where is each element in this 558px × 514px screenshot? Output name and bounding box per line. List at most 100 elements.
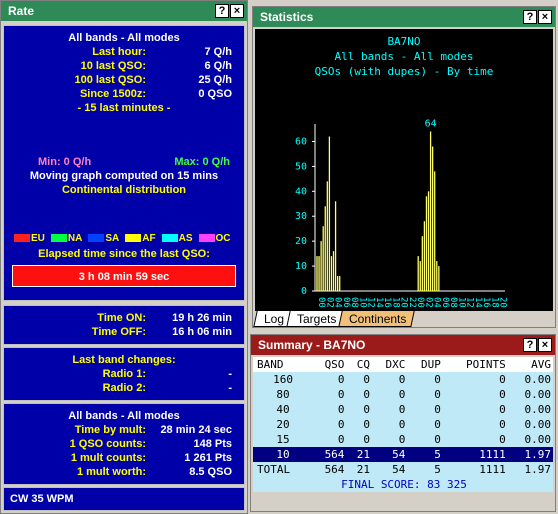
table-cell: 0 — [346, 417, 373, 432]
table-cell: DXC — [385, 358, 406, 371]
table-cell: 54 — [372, 447, 408, 462]
table-cell: 54 — [372, 462, 408, 477]
help-button[interactable]: ? — [523, 10, 537, 24]
statistics-tabs: Log Targets Continents — [253, 311, 416, 327]
table-cell: 0 — [372, 417, 408, 432]
table-cell: 0 — [311, 387, 347, 402]
y-tick-label: 40 — [295, 186, 307, 197]
statistics-titlebar[interactable]: Statistics ? × — [253, 7, 555, 27]
y-tick-label: 50 — [295, 161, 307, 172]
max-rate: Max: 0 Q/h — [174, 156, 230, 168]
mult-row-time: Time by mult: 28 min 24 sec — [74, 424, 232, 436]
chart-subtitle-2: QSOs (with dupes) - By time — [315, 65, 494, 78]
x-tick-label: 06 — [341, 297, 351, 308]
table-cell: 0 — [407, 402, 443, 417]
mult-row-mult: 1 mult counts: 1 261 Pts — [70, 452, 232, 464]
rate-graph-area — [4, 115, 244, 155]
table-cell: 0.00 — [507, 417, 553, 432]
table-cell: 21 — [346, 462, 373, 477]
final-score-row: FINAL SCORE: 83 325 — [253, 477, 553, 492]
table-row: 160 0 0 0 0 0 0.00 — [253, 372, 553, 387]
continental-label: Continental distribution — [61, 184, 187, 196]
table-cell: 21 — [346, 447, 373, 462]
table-cell: 564 — [311, 462, 347, 477]
table-cell: 0 — [442, 432, 508, 447]
close-button[interactable]: × — [230, 4, 244, 18]
band-changes-panel: Last band changes: Radio 1: - Radio 2: - — [3, 347, 245, 401]
moving-graph-label: Moving graph computed on 15 mins — [29, 170, 219, 182]
x-tick-label: 16 — [382, 297, 392, 308]
rate-row-last-hour: Last hour: 7 Q/h — [92, 46, 232, 58]
table-cell: 0 — [346, 402, 373, 417]
x-tick-label: 14 — [473, 297, 483, 308]
table-cell: CQ — [356, 358, 371, 371]
elapsed-time-box: 3 h 08 min 59 sec — [12, 265, 236, 287]
mult-row-qso: 1 QSO counts: 148 Pts — [69, 438, 232, 450]
mult-panel: All bands - All modes Time by mult: 28 m… — [3, 403, 245, 485]
table-cell: 0 — [372, 372, 408, 387]
rate-titlebar[interactable]: Rate ? × — [1, 1, 247, 21]
tab-continents[interactable]: Continents — [338, 311, 416, 327]
table-cell: TOTAL — [253, 462, 312, 477]
table-cell: 564 — [311, 447, 347, 462]
table-cell: 1111 — [442, 462, 508, 477]
table-row: 40 0 0 0 0 0 0.00 — [253, 402, 553, 417]
table-cell: 20 — [253, 417, 312, 432]
rate-row-10-last: 10 last QSO: 6 Q/h — [80, 60, 232, 72]
time-on-row: Time ON: 19 h 26 min — [97, 312, 232, 324]
continent-legend: EU NA SA AF AS OC — [4, 231, 244, 245]
table-cell: 0 — [442, 402, 508, 417]
table-row: 15 0 0 0 0 0 0.00 — [253, 432, 553, 447]
close-button[interactable]: × — [538, 338, 552, 352]
table-cell: DUP — [420, 358, 441, 371]
x-tick-label: 12 — [366, 297, 376, 308]
table-row: 80 0 0 0 0 0 0.00 — [253, 387, 553, 402]
table-cell: 0.00 — [507, 402, 553, 417]
table-cell: POINTS — [465, 358, 506, 371]
time-panel: Time ON: 19 h 26 min Time OFF: 16 h 06 m… — [3, 305, 245, 345]
y-tick-label: 10 — [295, 261, 307, 272]
table-cell: 0 — [372, 432, 408, 447]
rate-title: Rate — [8, 4, 35, 18]
statistics-title: Statistics — [260, 10, 314, 24]
table-cell: 1.97 — [507, 447, 553, 462]
legend-oc: OC — [198, 233, 231, 244]
rate-heading: All bands - All modes — [68, 32, 180, 44]
elapsed-label: Elapsed time since the last QSO: — [38, 248, 210, 260]
min-rate: Min: 0 Q/h — [38, 156, 92, 168]
table-cell: 0 — [407, 417, 443, 432]
rate-row-since: Since 1500z: 0 QSO — [79, 88, 232, 100]
table-cell: 0 — [372, 402, 408, 417]
legend-eu: EU — [14, 233, 45, 244]
y-tick-label: 20 — [295, 236, 307, 247]
table-cell: 0 — [346, 372, 373, 387]
legend-af: AF — [125, 233, 156, 244]
radio2-row: Radio 2: - — [102, 382, 232, 394]
y-tick-label: 0 — [301, 286, 307, 297]
x-tick-label: 02 — [423, 297, 433, 308]
table-cell: BAND — [257, 358, 284, 371]
table-cell: 0 — [407, 387, 443, 402]
x-tick-label: 20 — [399, 297, 409, 308]
statistics-canvas: BA7NO All bands - All modes QSOs (with d… — [255, 29, 553, 311]
legend-sa: SA — [88, 233, 119, 244]
table-cell: 80 — [253, 387, 312, 402]
table-cell: 0 — [311, 417, 347, 432]
x-tick-label: 16 — [481, 297, 491, 308]
radio1-row: Radio 1: - — [102, 368, 232, 380]
table-cell: AVG — [531, 358, 551, 371]
table-row: 20 0 0 0 0 0 0.00 — [253, 417, 553, 432]
rate-window: Rate ? × All bands - All modes Last hour… — [0, 0, 248, 514]
help-button[interactable]: ? — [215, 4, 229, 18]
close-button[interactable]: × — [538, 10, 552, 24]
tab-targets[interactable]: Targets — [286, 311, 346, 327]
help-button[interactable]: ? — [523, 338, 537, 352]
table-cell: 0 — [407, 372, 443, 387]
band-changes-label: Last band changes: — [72, 354, 176, 366]
x-tick-label: 08 — [448, 297, 458, 308]
x-tick-label: 22 — [407, 297, 417, 308]
rate-panel: All bands - All modes Last hour: 7 Q/h 1… — [3, 25, 245, 301]
table-cell: 40 — [253, 402, 312, 417]
summary-window: Summary - BA7NO ? × BAND QSO CQ DXC DUP POINT… — [250, 334, 556, 512]
summary-titlebar[interactable]: Summary - BA7NO ? × — [251, 335, 555, 355]
